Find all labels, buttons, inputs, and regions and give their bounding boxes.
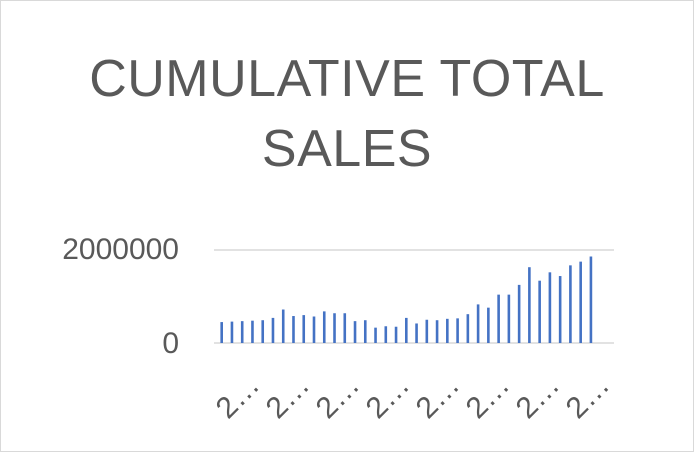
bar bbox=[261, 320, 265, 343]
bar bbox=[302, 315, 306, 343]
y-tick-label-top: 2000000 bbox=[62, 233, 179, 266]
bar bbox=[333, 313, 336, 343]
bar bbox=[281, 309, 285, 343]
x-tick-label: 2… bbox=[560, 369, 616, 425]
bar bbox=[487, 307, 490, 343]
bar bbox=[558, 276, 562, 343]
bar bbox=[507, 294, 511, 343]
bar bbox=[528, 267, 531, 343]
chart-title: CUMULATIVE TOTAL SALES bbox=[89, 50, 605, 178]
x-tick-label: 2… bbox=[510, 369, 566, 425]
bar bbox=[384, 326, 388, 343]
bar bbox=[425, 319, 429, 343]
bar bbox=[240, 321, 244, 343]
bar bbox=[353, 321, 357, 343]
bar bbox=[569, 265, 572, 343]
bar bbox=[456, 318, 459, 343]
bar bbox=[220, 322, 223, 343]
bar bbox=[312, 316, 316, 343]
bar bbox=[230, 321, 234, 343]
bar bbox=[517, 284, 521, 344]
bar bbox=[292, 316, 295, 343]
bar bbox=[466, 314, 470, 343]
bar bbox=[394, 326, 398, 343]
bar bbox=[446, 318, 449, 343]
bar bbox=[548, 272, 552, 343]
bar bbox=[435, 320, 439, 343]
bar bbox=[363, 320, 367, 343]
y-tick-label-zero: 0 bbox=[162, 327, 179, 360]
x-tick-label: 2… bbox=[360, 369, 416, 425]
bar bbox=[497, 294, 500, 343]
x-tick-label: 2… bbox=[460, 369, 516, 425]
x-tick-label: 2… bbox=[310, 369, 366, 425]
x-tick-labels: 2…2…2…2…2…2…2…2… bbox=[210, 369, 616, 425]
bar bbox=[343, 313, 347, 343]
gridlines bbox=[214, 249, 614, 344]
x-tick-label: 2… bbox=[260, 369, 316, 425]
x-tick-label: 2… bbox=[410, 369, 466, 425]
bar bbox=[476, 304, 480, 343]
bar bbox=[579, 261, 582, 344]
bar bbox=[271, 317, 275, 343]
bar bbox=[374, 327, 377, 343]
bar bbox=[405, 317, 408, 343]
x-tick-label: 2… bbox=[210, 369, 266, 425]
bar bbox=[322, 311, 326, 343]
bar bbox=[589, 256, 593, 343]
bar bbox=[251, 320, 254, 343]
bars bbox=[220, 256, 593, 344]
bar bbox=[415, 323, 418, 343]
bar bbox=[538, 280, 541, 343]
